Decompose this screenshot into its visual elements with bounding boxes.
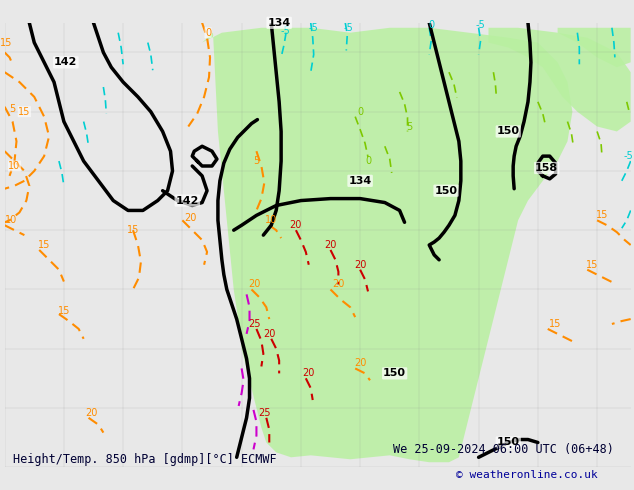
Text: 142: 142 xyxy=(54,57,77,67)
Text: 15: 15 xyxy=(58,306,70,316)
Text: 15: 15 xyxy=(586,260,598,270)
Text: 15: 15 xyxy=(596,210,608,221)
Text: -5: -5 xyxy=(476,20,486,30)
Text: 20: 20 xyxy=(332,279,345,290)
Text: 20: 20 xyxy=(302,368,315,378)
Text: 5: 5 xyxy=(10,104,16,114)
Text: Height/Temp. 850 hPa [gdmp][°C] ECMWF: Height/Temp. 850 hPa [gdmp][°C] ECMWF xyxy=(13,452,276,466)
Text: 20: 20 xyxy=(354,260,366,270)
Text: 20: 20 xyxy=(325,240,337,250)
Text: 25: 25 xyxy=(248,319,261,329)
Text: 142: 142 xyxy=(176,196,199,206)
Text: 150: 150 xyxy=(434,186,458,196)
Text: 20: 20 xyxy=(290,220,302,230)
Text: -5: -5 xyxy=(280,26,290,36)
Text: 25: 25 xyxy=(258,408,271,418)
Text: 134: 134 xyxy=(349,176,372,186)
Polygon shape xyxy=(202,28,573,462)
Text: 150: 150 xyxy=(383,368,406,378)
Text: 15: 15 xyxy=(127,225,139,235)
Text: 20: 20 xyxy=(249,279,261,290)
Text: We 25-09-2024 06:00 UTC (06+48): We 25-09-2024 06:00 UTC (06+48) xyxy=(393,442,614,456)
Text: 0: 0 xyxy=(365,156,371,166)
Text: 150: 150 xyxy=(496,438,520,447)
Text: 158: 158 xyxy=(535,163,559,173)
Polygon shape xyxy=(488,28,631,131)
Text: 150: 150 xyxy=(496,126,520,136)
Text: 10: 10 xyxy=(8,161,21,171)
Text: 0: 0 xyxy=(205,28,211,38)
Text: 20: 20 xyxy=(184,213,197,223)
Text: 15: 15 xyxy=(38,240,50,250)
Text: 10: 10 xyxy=(265,215,277,225)
Text: -5: -5 xyxy=(344,23,353,33)
Text: 20: 20 xyxy=(354,359,366,368)
Text: -5: -5 xyxy=(309,23,318,33)
Text: 5: 5 xyxy=(254,156,259,166)
Text: 0: 0 xyxy=(357,107,363,117)
Text: 15: 15 xyxy=(1,38,13,48)
Text: 10: 10 xyxy=(4,215,17,225)
Text: 15: 15 xyxy=(18,107,30,117)
Text: 20: 20 xyxy=(263,329,275,339)
Text: 0: 0 xyxy=(428,20,434,30)
Text: 5: 5 xyxy=(406,122,413,131)
Text: 20: 20 xyxy=(86,408,98,418)
Text: -5: -5 xyxy=(624,151,633,161)
Text: 134: 134 xyxy=(268,18,291,28)
Polygon shape xyxy=(558,28,631,67)
Text: © weatheronline.co.uk: © weatheronline.co.uk xyxy=(456,470,598,480)
Text: 15: 15 xyxy=(550,319,562,329)
